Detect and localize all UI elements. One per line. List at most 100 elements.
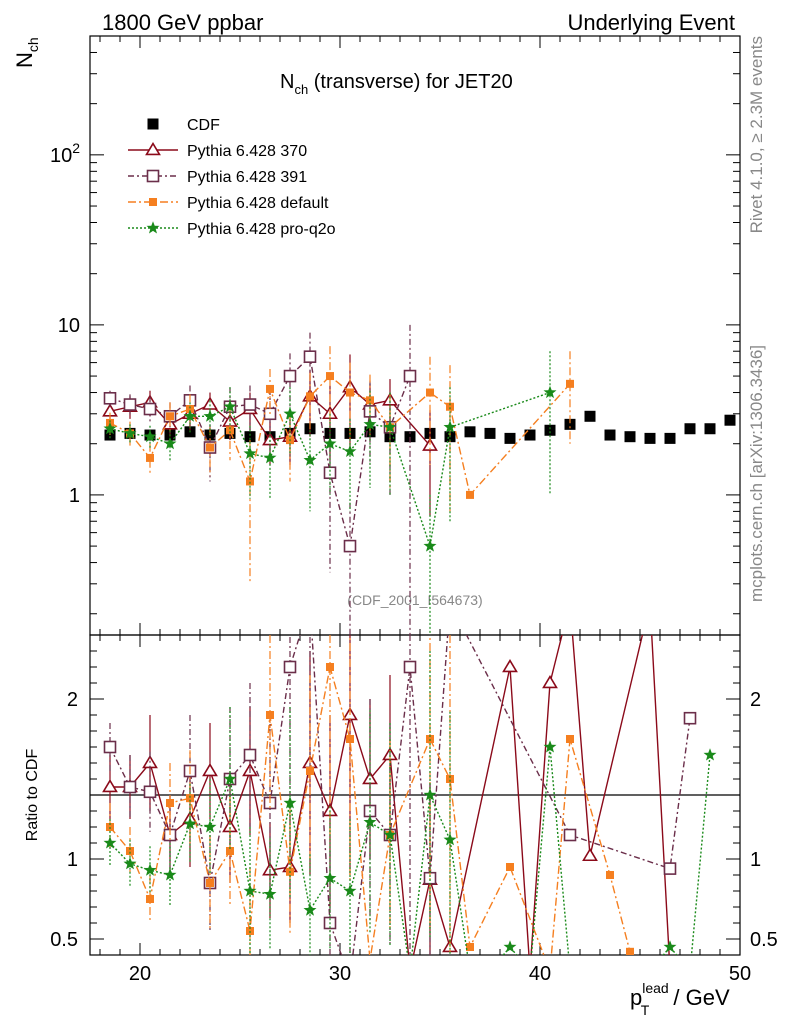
- data-point: [464, 426, 476, 438]
- series-4: [103, 351, 557, 635]
- x-tick-label: 50: [729, 963, 751, 985]
- chart-title: Nch (transverse) for JET20: [280, 71, 513, 97]
- legend-label: Pythia 6.428 391: [187, 169, 307, 186]
- ratio-point: [306, 767, 314, 775]
- header-left: 1800 GeV ppbar: [102, 10, 263, 35]
- legend-label: Pythia 6.428 default: [187, 195, 329, 212]
- legend-label: Pythia 6.428 pro-q2o: [187, 221, 336, 238]
- ratio-point: [566, 735, 574, 743]
- series-line: [109, 375, 571, 497]
- ratio-point: [684, 964, 697, 976]
- ratio-point: [484, 964, 497, 976]
- data-point: [146, 453, 154, 462]
- legend-marker: [146, 221, 160, 234]
- ratio-point: [506, 863, 514, 871]
- data-point: [143, 402, 157, 416]
- x-tick-label: 20: [129, 963, 151, 985]
- data-point: [484, 427, 496, 439]
- data-point: [123, 398, 137, 411]
- legend-marker: [149, 198, 157, 206]
- data-point: [163, 436, 177, 450]
- ratio-point: [263, 887, 277, 900]
- ratio-point: [123, 857, 137, 870]
- y-tick-label: 102: [50, 140, 80, 167]
- data-point: [584, 410, 596, 422]
- header-right: Underlying Event: [567, 10, 735, 35]
- ratio-point: [403, 660, 417, 674]
- ratio-point: [126, 847, 134, 855]
- ratio-point: [366, 956, 374, 964]
- ratio-point: [502, 659, 518, 673]
- ratio-point: [683, 711, 697, 725]
- data-point: [383, 420, 397, 433]
- data-point: [243, 398, 257, 411]
- ratio-point: [663, 862, 677, 875]
- ratio-point: [102, 779, 118, 793]
- mcplots-label: mcplots.cern.ch [arXiv:1306.3436]: [747, 345, 766, 602]
- ratio-point: [644, 597, 657, 608]
- data-point: [202, 396, 218, 410]
- data-point: [704, 423, 716, 435]
- ratio-point: [383, 828, 397, 841]
- analysis-watermark: (CDF_2001_I564673): [347, 592, 482, 608]
- data-point: [186, 405, 194, 414]
- data-point: [346, 388, 354, 397]
- ratio-point: [343, 884, 357, 897]
- data-point: [604, 429, 616, 441]
- data-point: [283, 407, 297, 420]
- ratio-axis-label: Ratio to CDF: [24, 749, 41, 842]
- legend-entry: Pythia 6.428 370: [128, 142, 307, 160]
- series-line: [109, 391, 551, 547]
- legend-entry: Pythia 6.428 391: [128, 169, 307, 186]
- ratio-line: [109, 635, 691, 955]
- ratio-point: [146, 895, 154, 903]
- ratio-tick-label-right: 1: [750, 849, 761, 871]
- ratio-point: [464, 964, 477, 976]
- ratio-series-layer: [102, 597, 717, 976]
- data-point: [443, 420, 457, 433]
- ratio-point: [644, 964, 657, 976]
- data-point: [166, 412, 174, 421]
- ratio-point: [143, 785, 157, 799]
- ratio-point: [103, 836, 117, 849]
- legend-label: Pythia 6.428 370: [187, 143, 307, 160]
- ratio-point: [143, 863, 157, 876]
- ratio-series-4: [103, 651, 717, 976]
- data-point: [343, 444, 357, 457]
- ratio-tick-label-left: 0.5: [50, 929, 78, 951]
- ratio-point: [663, 940, 677, 953]
- ratio-point: [303, 903, 317, 916]
- data-point: [263, 451, 277, 464]
- ratio-point: [404, 965, 417, 976]
- ratio-point: [186, 794, 194, 803]
- legend-marker: [147, 118, 159, 130]
- data-point: [183, 409, 197, 422]
- data-point: [323, 436, 337, 450]
- data-point: [226, 426, 234, 435]
- data-point: [543, 385, 557, 399]
- ratio-point: [582, 847, 598, 862]
- ratio-point: [223, 772, 237, 785]
- data-point: [103, 391, 117, 405]
- data-point: [724, 414, 736, 426]
- x-tick-label: 40: [529, 963, 551, 985]
- ratio-point: [283, 660, 297, 674]
- ratio-point: [266, 711, 274, 719]
- y-tick-label: 1: [69, 485, 80, 507]
- data-point: [566, 379, 574, 388]
- data-point: [306, 392, 314, 401]
- ratio-point: [183, 817, 197, 830]
- data-point: [203, 409, 217, 422]
- data-point: [123, 426, 137, 439]
- legend-marker: [145, 142, 161, 156]
- data-point: [326, 372, 334, 381]
- data-point: [426, 388, 434, 397]
- data-point: [564, 418, 576, 430]
- data-point: [504, 432, 516, 444]
- data-point: [266, 384, 274, 393]
- ratio-point: [542, 675, 558, 689]
- ratio-point: [166, 799, 174, 807]
- ratio-point: [326, 663, 334, 671]
- data-point: [283, 369, 297, 383]
